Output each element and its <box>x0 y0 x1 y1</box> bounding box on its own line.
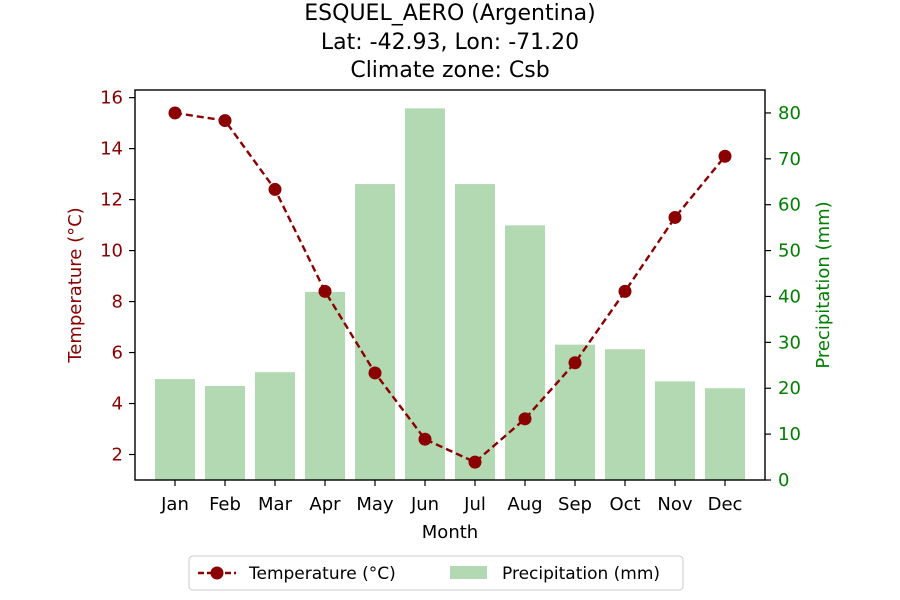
x-tick-label: Jan <box>160 494 189 515</box>
legend-precipitation-swatch <box>450 566 487 579</box>
temperature-tick-label: 14 <box>100 139 123 160</box>
precipitation-bar-jan <box>155 379 195 480</box>
temperature-tick-label: 12 <box>100 190 123 211</box>
precipitation-bar-aug <box>505 225 545 480</box>
temperature-tick-label: 4 <box>112 394 123 415</box>
temperature-point-may <box>368 366 382 380</box>
x-tick-label: Aug <box>507 494 542 515</box>
temperature-tick-label: 16 <box>100 88 123 109</box>
precipitation-bar-mar <box>255 372 295 480</box>
x-tick-label: May <box>356 494 394 515</box>
temperature-point-apr <box>318 284 332 298</box>
precipitation-tick-label: 70 <box>778 149 801 170</box>
x-axis: Jan Feb Mar Apr May Jun Jul Aug Sep Oct Nov Dec <box>160 480 742 515</box>
x-tick-label: Jun <box>410 494 439 515</box>
x-axis-label: Month <box>422 522 478 543</box>
temperature-point-sep <box>568 356 582 370</box>
precipitation-tick-label: 30 <box>778 332 801 353</box>
legend-temperature-label: Temperature (°C) <box>248 564 396 584</box>
temperature-tick-label: 6 <box>112 343 123 364</box>
x-tick-label: Apr <box>309 494 341 515</box>
precipitation-axis: 0 10 20 30 40 50 60 70 80 <box>765 103 801 491</box>
temperature-point-aug <box>518 412 532 426</box>
precipitation-bars <box>155 108 745 481</box>
precipitation-bar-dec <box>705 388 745 480</box>
x-tick-label: Oct <box>609 494 640 515</box>
x-tick-label: Dec <box>708 494 743 515</box>
legend-temperature-marker <box>210 566 224 580</box>
temperature-tick-label: 10 <box>100 241 123 262</box>
temperature-point-mar <box>268 182 282 196</box>
precipitation-axis-label: Precipitation (mm) <box>813 201 834 368</box>
precipitation-bar-jun <box>405 108 445 481</box>
precipitation-tick-label: 20 <box>778 378 801 399</box>
temperature-tick-label: 2 <box>112 445 123 466</box>
precipitation-tick-label: 80 <box>778 103 801 124</box>
precipitation-bar-nov <box>655 381 695 480</box>
x-tick-label: Jul <box>463 494 486 515</box>
temperature-point-nov <box>668 210 682 224</box>
temperature-point-dec <box>718 149 732 163</box>
precipitation-bar-jul <box>455 184 495 480</box>
precipitation-bar-oct <box>605 349 645 480</box>
precipitation-bar-apr <box>305 291 345 480</box>
precipitation-tick-label: 60 <box>778 195 801 216</box>
legend-box <box>188 555 684 591</box>
x-tick-label: Feb <box>209 494 241 515</box>
x-tick-label: Mar <box>258 494 293 515</box>
precipitation-tick-label: 50 <box>778 241 801 262</box>
temperature-axis: 2 4 6 8 10 12 14 16 <box>100 88 135 466</box>
chart-title-line-1: ESQUEL_AERO (Argentina) <box>304 1 595 26</box>
temperature-point-feb <box>218 114 232 128</box>
temperature-line <box>168 106 732 469</box>
temperature-axis-label: Temperature (°C) <box>65 207 86 363</box>
temperature-point-oct <box>618 284 632 298</box>
x-tick-label: Nov <box>657 494 692 515</box>
legend: Temperature (°C) Precipitation (mm) <box>188 555 684 591</box>
temperature-point-jun <box>418 432 432 446</box>
precipitation-tick-label: 0 <box>778 470 789 491</box>
precipitation-tick-label: 10 <box>778 424 801 445</box>
precipitation-bar-feb <box>205 385 245 480</box>
chart-title-line-3: Climate zone: Csb <box>350 58 549 83</box>
temperature-point-jan <box>168 106 182 120</box>
precipitation-tick-label: 40 <box>778 286 801 307</box>
temperature-point-jul <box>468 455 482 469</box>
temperature-tick-label: 8 <box>112 292 123 313</box>
x-tick-label: Sep <box>558 494 592 515</box>
chart-title-line-2: Lat: -42.93, Lon: -71.20 <box>321 30 579 55</box>
temperature-series-line <box>174 111 726 464</box>
legend-precipitation-label: Precipitation (mm) <box>502 564 660 584</box>
plot-frame <box>134 89 766 481</box>
precipitation-bar-may <box>355 184 395 480</box>
